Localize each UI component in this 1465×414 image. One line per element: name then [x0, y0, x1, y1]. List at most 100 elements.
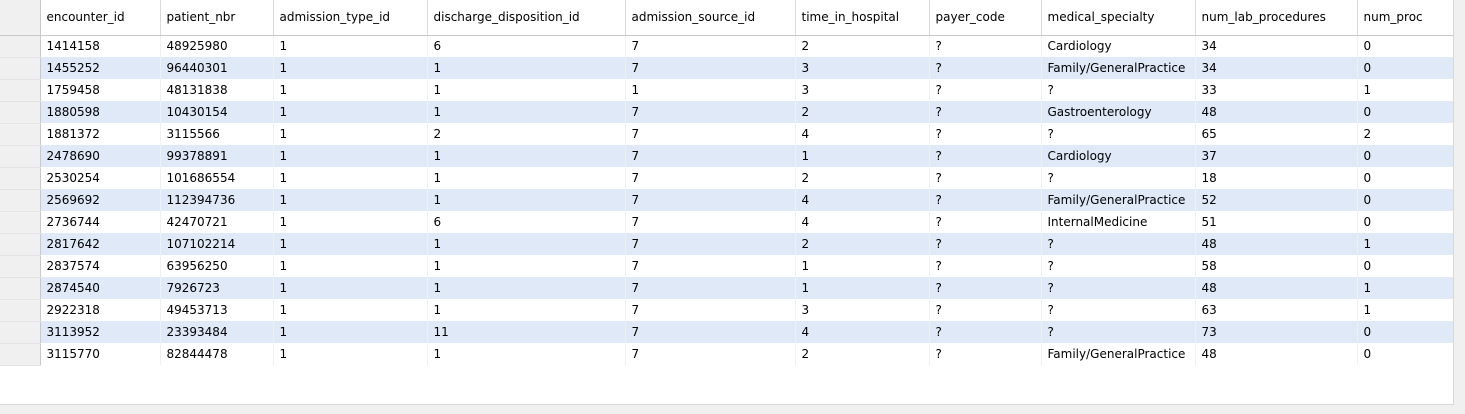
table-cell[interactable]: 51	[1195, 211, 1358, 233]
table-cell[interactable]: 58	[1195, 255, 1358, 277]
table-row[interactable]: 1759458 48131838 1 1 1 3?? 33 1	[0, 79, 1453, 102]
table-cell[interactable]: 3	[795, 57, 930, 79]
table-cell[interactable]: 48	[1195, 277, 1358, 299]
table-cell[interactable]: 2569692	[40, 189, 161, 211]
table-cell[interactable]: 7	[625, 233, 796, 255]
table-cell[interactable]: 7	[625, 211, 796, 233]
table-cell[interactable]: 1	[273, 101, 428, 123]
table-cell[interactable]: 2	[795, 167, 930, 189]
table-cell[interactable]: 1	[1357, 233, 1453, 255]
table-row[interactable]: 1414158 48925980 1 6 7 2? Cardiology 34 0	[0, 35, 1453, 58]
table-cell[interactable]: 2	[427, 123, 626, 145]
table-cell[interactable]: 7	[625, 145, 796, 167]
table-cell[interactable]: 1	[795, 145, 930, 167]
table-cell[interactable]: ?	[1041, 123, 1196, 145]
table-cell[interactable]: ?	[929, 255, 1042, 277]
table-cell[interactable]: 2874540	[40, 277, 161, 299]
table-cell[interactable]: 1	[273, 255, 428, 277]
column-header-num-procedures[interactable]: num_proc	[1357, 0, 1453, 36]
table-cell[interactable]: 33	[1195, 79, 1358, 101]
table-row[interactable]: 2874540 7926723 1 1 7 1?? 48 1	[0, 277, 1453, 300]
table-cell[interactable]: 1	[273, 145, 428, 167]
table-cell[interactable]: 4	[795, 211, 930, 233]
table-cell[interactable]: 1455252	[40, 57, 161, 79]
table-cell[interactable]: Cardiology	[1041, 145, 1196, 167]
table-cell[interactable]: 63956250	[160, 255, 274, 277]
table-cell[interactable]: 82844478	[160, 343, 274, 365]
table-cell[interactable]: 1	[1357, 299, 1453, 321]
table-cell[interactable]: 48	[1195, 233, 1358, 255]
row-selector[interactable]	[0, 123, 41, 146]
row-selector[interactable]	[0, 277, 41, 300]
row-selector[interactable]	[0, 321, 41, 344]
table-cell[interactable]: ?	[1041, 167, 1196, 189]
table-cell[interactable]: 1	[427, 189, 626, 211]
table-cell[interactable]: 11	[427, 321, 626, 343]
column-header-medical-specialty[interactable]: medical_specialty	[1041, 0, 1196, 36]
column-header-payer-code[interactable]: payer_code	[929, 0, 1042, 36]
table-cell[interactable]: 48	[1195, 343, 1358, 365]
table-row[interactable]: 3115770 82844478 1 1 7 2? Family/GeneralPracti…	[0, 343, 1453, 366]
table-cell[interactable]: 0	[1357, 57, 1453, 79]
table-cell[interactable]: 7	[625, 167, 796, 189]
table-cell[interactable]: 2478690	[40, 145, 161, 167]
results-grid[interactable]: encounter_id patient_nbr admission_type_…	[0, 0, 1454, 405]
table-cell[interactable]: 3	[795, 299, 930, 321]
table-cell[interactable]: 1	[273, 211, 428, 233]
table-cell[interactable]: 101686554	[160, 167, 274, 189]
table-cell[interactable]: 3115770	[40, 343, 161, 365]
table-cell[interactable]: 1	[273, 299, 428, 321]
table-cell[interactable]: 96440301	[160, 57, 274, 79]
table-cell[interactable]: 1	[795, 255, 930, 277]
table-row[interactable]: 1881372 3115566 1 2 7 4?? 65 2	[0, 123, 1453, 146]
table-cell[interactable]: 0	[1357, 211, 1453, 233]
table-cell[interactable]: 4	[795, 123, 930, 145]
table-cell[interactable]: 1	[273, 35, 428, 57]
table-cell[interactable]: ?	[929, 277, 1042, 299]
table-row[interactable]: 2817642 107102214 1 1 7 2?? 48 1	[0, 233, 1453, 256]
table-cell[interactable]: 63	[1195, 299, 1358, 321]
table-cell[interactable]: 7926723	[160, 277, 274, 299]
table-cell[interactable]: ?	[1041, 79, 1196, 101]
column-header-encounter-id[interactable]: encounter_id	[40, 0, 161, 36]
table-cell[interactable]: ?	[1041, 255, 1196, 277]
row-selector[interactable]	[0, 167, 41, 190]
table-cell[interactable]: 1759458	[40, 79, 161, 101]
table-cell[interactable]: 1881372	[40, 123, 161, 145]
column-header-admission-source-id[interactable]: admission_source_id	[625, 0, 796, 36]
table-cell[interactable]: 1	[273, 233, 428, 255]
table-cell[interactable]: 1	[427, 277, 626, 299]
row-selector[interactable]	[0, 145, 41, 168]
table-cell[interactable]: 3115566	[160, 123, 274, 145]
table-cell[interactable]: 2817642	[40, 233, 161, 255]
table-cell[interactable]: 48	[1195, 101, 1358, 123]
table-cell[interactable]: 0	[1357, 255, 1453, 277]
table-cell[interactable]: 2	[795, 343, 930, 365]
table-cell[interactable]: 1	[273, 123, 428, 145]
table-cell[interactable]: ?	[929, 57, 1042, 79]
table-cell[interactable]: 0	[1357, 321, 1453, 343]
column-header-patient-nbr[interactable]: patient_nbr	[160, 0, 274, 36]
table-cell[interactable]: 1	[427, 233, 626, 255]
table-cell[interactable]: 99378891	[160, 145, 274, 167]
table-cell[interactable]: ?	[929, 123, 1042, 145]
row-selector[interactable]	[0, 343, 41, 366]
select-all-corner[interactable]	[0, 0, 41, 36]
table-cell[interactable]: 1	[625, 79, 796, 101]
table-cell[interactable]: ?	[929, 167, 1042, 189]
table-cell[interactable]: ?	[929, 79, 1042, 101]
table-cell[interactable]: 1	[1357, 79, 1453, 101]
table-cell[interactable]: 0	[1357, 189, 1453, 211]
table-cell[interactable]: 1	[427, 101, 626, 123]
table-cell[interactable]: 112394736	[160, 189, 274, 211]
row-selector[interactable]	[0, 299, 41, 322]
table-cell[interactable]: 7	[625, 101, 796, 123]
table-cell[interactable]: ?	[929, 233, 1042, 255]
table-cell[interactable]: 1	[273, 79, 428, 101]
table-cell[interactable]: 1	[427, 79, 626, 101]
table-cell[interactable]: 52	[1195, 189, 1358, 211]
table-cell[interactable]: 7	[625, 343, 796, 365]
table-cell[interactable]: ?	[929, 189, 1042, 211]
table-cell[interactable]: ?	[1041, 321, 1196, 343]
table-cell[interactable]: 1	[1357, 277, 1453, 299]
